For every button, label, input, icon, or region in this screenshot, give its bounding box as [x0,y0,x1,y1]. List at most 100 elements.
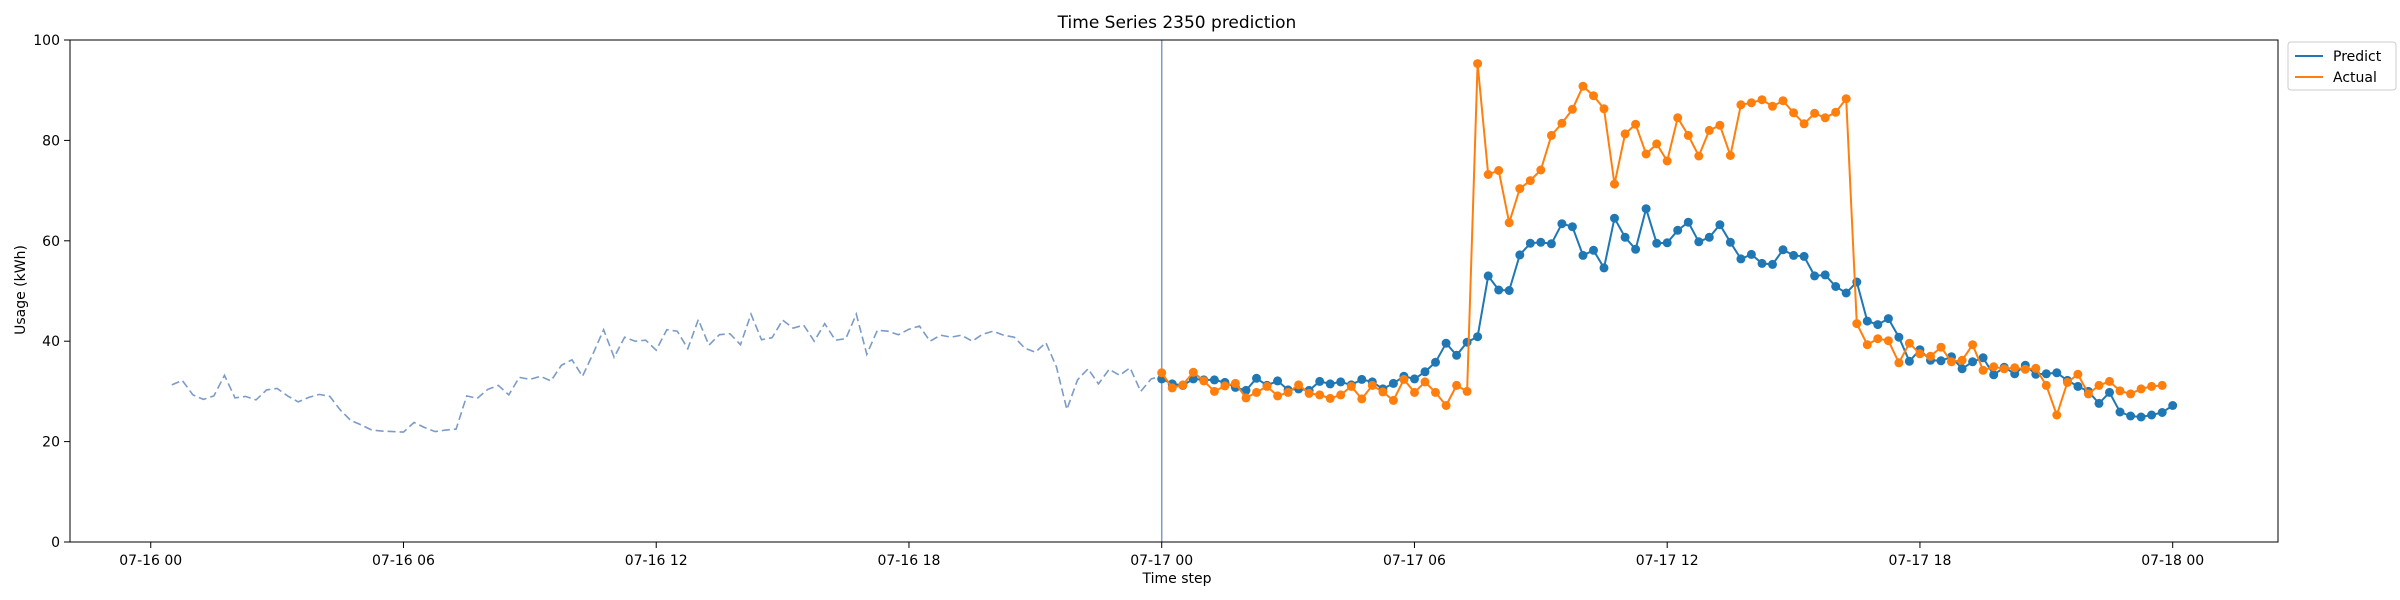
data-point-actual [1641,149,1651,159]
data-point-actual [2105,376,2114,386]
data-point-actual [1378,387,1388,397]
data-point-actual [1968,340,1978,350]
data-point-actual [1662,156,1672,166]
data-point-predict [1420,367,1430,377]
data-point-predict [1978,353,1988,363]
data-point-actual [1652,139,1662,149]
data-point-predict [1525,238,1535,248]
data-point-actual [1157,368,1167,378]
data-point-actual [1915,349,1925,359]
x-tick-label: 07-17 12 [1636,553,1699,569]
legend-label-actual: Actual [2333,70,2377,86]
data-point-actual [1199,376,1209,386]
data-point-actual [2126,389,2136,399]
data-point-actual [1167,383,1177,393]
data-point-predict [2052,368,2062,378]
data-point-predict [1694,237,1704,247]
data-point-actual [2136,384,2146,394]
data-point-actual [2041,380,2051,390]
data-point-actual [1241,393,1251,403]
data-point-actual [1357,394,1367,404]
data-point-actual [2062,377,2072,387]
history-series-line [171,311,1162,433]
data-point-predict [1778,245,1788,255]
data-point-predict [1799,251,1809,261]
data-point-actual [1852,319,1862,329]
series-line-actual [1160,63,2163,419]
data-point-predict [1188,374,1198,384]
data-point-actual [1420,377,1430,387]
data-point-predict [2115,407,2125,417]
data-point-predict [1431,357,1440,367]
data-point-actual [1936,342,1946,352]
plot-area [171,40,2178,542]
data-point-predict [1789,250,1799,260]
data-point-actual [1525,176,1535,186]
data-point-actual [1273,391,1283,401]
data-point-actual [2147,381,2157,391]
data-point-predict [1652,238,1662,248]
data-point-actual [1894,358,1904,368]
data-point-actual [1336,390,1346,400]
data-point-predict [1241,385,1251,395]
data-point-actual [1883,336,1893,346]
y-axis: 0 20 40 60 80 100 [33,33,70,551]
data-point-actual [1188,367,1198,377]
data-point-actual [1746,98,1756,108]
data-point-predict [1452,350,1462,360]
data-point-predict [1536,237,1546,247]
data-point-predict [2147,410,2157,420]
data-point-predict [1862,316,1872,326]
data-point-actual [2073,369,2083,379]
data-point-predict [1325,379,1335,389]
data-point-actual [1610,179,1619,189]
data-point-actual [1957,355,1967,365]
data-point-actual [1673,113,1683,123]
data-point-actual [1473,59,1483,69]
data-point-predict [1683,217,1693,227]
y-tick-label: 40 [42,334,60,350]
data-point-predict [1757,258,1767,268]
data-point-actual [1557,118,1567,128]
x-tick-label: 07-16 18 [877,553,940,569]
data-point-actual [1388,395,1398,405]
data-point-predict [2157,408,2167,417]
data-point-actual [2020,364,2030,374]
data-point-predict [1894,332,1904,342]
data-point-actual [1178,380,1188,390]
data-point-actual [1683,130,1693,140]
data-point-predict [1631,244,1641,254]
data-point-actual [1252,387,1261,397]
data-point-actual [1578,81,1588,91]
legend: Predict Actual [2287,41,2397,91]
data-point-predict [1968,357,1978,367]
data-point-actual [1367,380,1377,390]
data-point-actual [1504,218,1514,228]
data-point-actual [1441,401,1451,410]
data-point-predict [1841,288,1851,298]
data-point-actual [2157,380,2167,390]
data-point-predict [1504,286,1514,295]
data-point-actual [1789,108,1799,118]
y-tick-label: 60 [42,234,60,250]
data-point-actual [1209,386,1219,396]
data-point-predict [2094,398,2104,408]
data-point-actual [1620,129,1630,139]
data-point-actual [2052,410,2062,420]
x-axis-title: Time step [1142,571,1212,587]
y-tick-label: 100 [33,33,60,49]
data-point-actual [1926,351,1935,361]
data-point-actual [1947,357,1956,367]
x-axis: 07-16 00 07-16 06 07-16 12 07-16 18 07-17 00… [119,542,2204,569]
data-point-actual [1778,96,1788,106]
data-point-predict [1336,377,1346,387]
data-point-predict [1746,249,1756,259]
data-point-predict [1989,370,1999,380]
data-point-actual [1462,386,1472,396]
data-point-actual [1399,374,1409,384]
data-point-actual [2115,386,2125,396]
data-point-predict [1557,219,1567,229]
data-point-predict [1810,271,1820,281]
data-point-actual [1631,119,1641,129]
